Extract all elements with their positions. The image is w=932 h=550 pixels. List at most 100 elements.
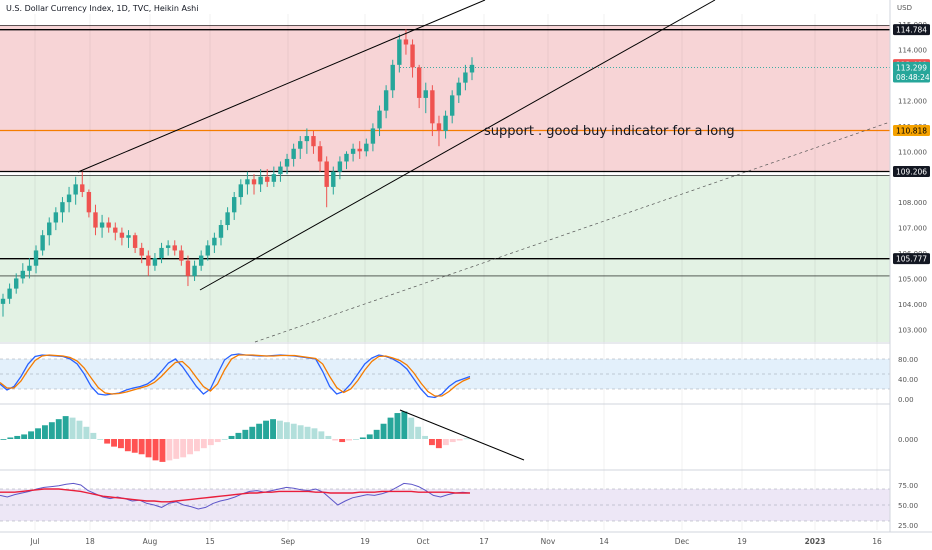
candle-body [86,191,92,213]
candle-body [179,250,184,261]
histogram-bar [373,429,380,439]
rsi-line [0,482,471,510]
price-tick: 110.000 [898,148,927,156]
histogram-bar [90,432,97,439]
time-tick: 19 [737,537,747,546]
candle-body [298,141,303,149]
histogram-bar [62,416,69,439]
candle-body [27,265,32,271]
support-annotation: support . good buy indicator for a long [484,124,735,139]
histogram-bar [339,439,346,443]
candle-body [317,146,323,162]
candle-body [423,90,428,98]
histogram-bar [353,439,359,440]
candle-body [126,235,131,238]
price-axis-bg [890,0,932,550]
stoch-k-line [0,353,471,399]
histogram-bar [270,419,276,439]
histogram-bar [187,439,193,455]
histogram-bar [346,439,352,441]
candle-body [238,184,244,198]
histogram-bar [180,439,187,458]
candle-body [53,212,59,223]
histogram-bar [449,439,456,443]
candle-body [397,39,402,65]
candle-body [265,176,270,182]
histogram-bar [152,439,159,461]
candle-body [469,64,475,73]
candle-body [430,90,435,124]
price-label: 109.206 [896,167,927,176]
candle-body [192,265,197,276]
histogram-bar [145,439,152,458]
candle-body [443,115,448,131]
candle-body [218,225,224,238]
histogram-bar [380,423,387,439]
histogram-bar [118,439,124,449]
candle-body [331,171,336,187]
histogram-bar [207,439,214,446]
candle-body [383,90,389,111]
candle-body [0,298,6,304]
candle-body [66,194,72,203]
histogram-bar [69,417,76,439]
candle-body [258,176,263,185]
time-tick: 15 [205,537,215,546]
histogram-bar [366,434,373,439]
histogram-bar [124,439,131,452]
candle-body [106,222,111,228]
price-axis[interactable]: 103.000104.000105.000106.000107.000108.0… [889,0,932,550]
candle-body [132,235,138,248]
candle-body [390,64,395,91]
histogram-bar [408,417,415,439]
time-axis[interactable]: Jul 18 Aug 15 Sep 19 Oct 17 Nov 14 Dec 19 2023 16 [0,531,932,546]
histogram-bar [297,425,304,439]
price-label-box [893,24,930,36]
price-label-box [893,71,930,83]
candle-body [185,260,191,276]
price-label-box [893,125,930,137]
rsi-ma-line [0,488,470,503]
trendlines-layer [77,0,891,343]
candle-body [99,222,105,228]
histogram-bar [311,428,318,439]
price-label: 113.299 [896,63,927,72]
dashed-trend-line [254,121,891,343]
momentum-divergence-line [399,409,525,461]
histogram-bar [442,439,449,446]
time-tick: Oct [417,537,430,546]
price-tick: 107.000 [898,225,927,233]
price-tick: 108.000 [898,199,927,207]
histogram-bar [166,439,173,461]
candle-body [291,148,296,159]
currency-label: USD [897,4,912,12]
histogram-bar [28,431,34,439]
time-tick: 17 [479,537,489,546]
histogram-bar [214,439,221,443]
histogram-bar [249,426,256,439]
candle-body [225,212,230,226]
candle-body [113,227,118,233]
candle-body [245,179,250,185]
price-label: 114.784 [896,26,927,35]
candle-body [463,72,468,83]
grid-layer [34,14,878,530]
histogram-bar [159,439,166,462]
indicator-panes [0,342,932,522]
histogram-bar [242,429,249,439]
histogram-bar [394,413,401,439]
candle-body [20,270,26,279]
candle-body [80,184,85,192]
time-tick: 14 [599,537,609,546]
candle-body [304,136,310,142]
zones-layer [0,25,890,342]
candle-body [159,247,164,259]
candle-body [212,237,217,246]
histogram-bar [48,422,55,439]
candle-body [172,245,177,251]
price-label: 08:48:24 [896,73,930,82]
histogram-bar [456,439,463,441]
histogram-bar [290,423,297,439]
time-tick: 18 [85,537,95,546]
